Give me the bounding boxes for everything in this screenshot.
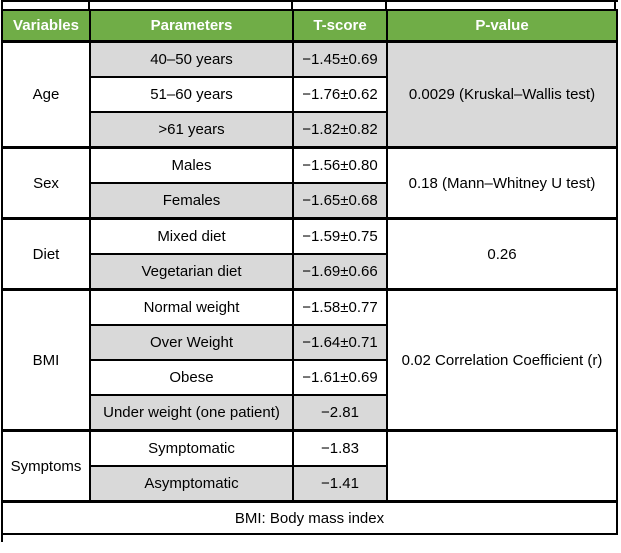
table-header-row: Variables Parameters T-score P-value	[1, 9, 618, 43]
column-border-tick	[88, 2, 90, 9]
tscore-cell: −1.56±0.80	[292, 146, 388, 184]
tscore-cell: −1.76±0.62	[292, 76, 388, 113]
table-bottom-margin	[1, 535, 618, 542]
table-row: Vegetarian diet −1.69±0.66	[2, 253, 617, 291]
parameter-cell: >61 years	[89, 111, 294, 149]
table-row: Diet Mixed diet −1.59±0.75 0.26	[1, 217, 618, 291]
parameter-cell: Over Weight	[89, 324, 294, 361]
table-row: >61 years −1.82±0.82	[2, 111, 617, 149]
pvalue-cell	[386, 429, 618, 503]
tscore-cell: −1.69±0.66	[292, 253, 388, 291]
parameter-cell: 40–50 years	[89, 40, 294, 78]
pvalue-cell: 0.18 (Mann–Whitney U test)	[386, 146, 618, 220]
variable-cell: Sex	[1, 146, 91, 220]
column-border-tick	[1, 2, 3, 9]
table-body: Age 40–50 years −1.45±0.69 0.0029 (Kruskal–…	[1, 40, 618, 503]
table-row: Symptoms Symptomatic −1.83	[1, 429, 618, 503]
column-header-tscore: T-score	[292, 9, 388, 43]
column-header-pvalue: P-value	[386, 9, 618, 43]
parameter-cell: Males	[89, 146, 294, 184]
table-row: Age 40–50 years −1.45±0.69 0.0029 (Kruskal–…	[1, 40, 618, 149]
footnote-text: BMI: Body mass index	[1, 500, 618, 535]
variable-cell: Diet	[1, 217, 91, 291]
table-row: Obese −1.61±0.69	[2, 359, 617, 396]
parameter-cell: Mixed diet	[89, 217, 294, 255]
footnote-row: BMI: Body mass index	[1, 500, 618, 535]
column-header-variables: Variables	[1, 9, 91, 43]
tscore-cell: −2.81	[292, 394, 388, 432]
table-row: Over Weight −1.64±0.71	[2, 324, 617, 361]
table-row: Asymptomatic −1.41	[2, 465, 617, 503]
pvalue-cell: 0.0029 (Kruskal–Wallis test)	[386, 40, 618, 149]
table-row: Under weight (one patient) −2.81	[2, 394, 617, 432]
parameter-cell: Under weight (one patient)	[89, 394, 294, 432]
pvalue-cell: 0.26	[386, 217, 618, 291]
parameter-cell: Vegetarian diet	[89, 253, 294, 291]
parameter-cell: 51–60 years	[89, 76, 294, 113]
parameter-cell: Obese	[89, 359, 294, 396]
table-row: Females −1.65±0.68	[2, 182, 617, 220]
tscore-cell: −1.64±0.71	[292, 324, 388, 361]
variable-cell: BMI	[1, 288, 91, 432]
parameter-cell: Normal weight	[89, 288, 294, 326]
tscore-cell: −1.65±0.68	[292, 182, 388, 220]
tscore-cell: −1.58±0.77	[292, 288, 388, 326]
tscore-cell: −1.41	[292, 465, 388, 503]
column-border-tick	[614, 2, 616, 9]
parameter-cell: Asymptomatic	[89, 465, 294, 503]
tscore-cell: −1.61±0.69	[292, 359, 388, 396]
table-row: Sex Males −1.56±0.80 0.18 (Mann–Whitney U t…	[1, 146, 618, 220]
parameter-cell: Symptomatic	[89, 429, 294, 467]
tscore-cell: −1.59±0.75	[292, 217, 388, 255]
column-border-tick	[291, 2, 293, 9]
variable-cell: Symptoms	[1, 429, 91, 503]
variable-cell: Age	[1, 40, 91, 149]
table-top-margin	[1, 0, 618, 9]
parameter-cell: Females	[89, 182, 294, 220]
tscore-cell: −1.45±0.69	[292, 40, 388, 78]
pvalue-cell: 0.02 Correlation Coefficient (r)	[386, 288, 618, 432]
column-border-tick	[1, 535, 3, 542]
tscore-cell: −1.83	[292, 429, 388, 467]
table-row: BMI Normal weight −1.58±0.77 0.02 Correlati…	[1, 288, 618, 432]
statistics-table: Variables Parameters T-score P-value Age…	[1, 9, 618, 535]
column-border-tick	[385, 2, 387, 9]
column-header-parameters: Parameters	[89, 9, 294, 43]
tscore-cell: −1.82±0.82	[292, 111, 388, 149]
table-row: 51–60 years −1.76±0.62	[2, 76, 617, 113]
